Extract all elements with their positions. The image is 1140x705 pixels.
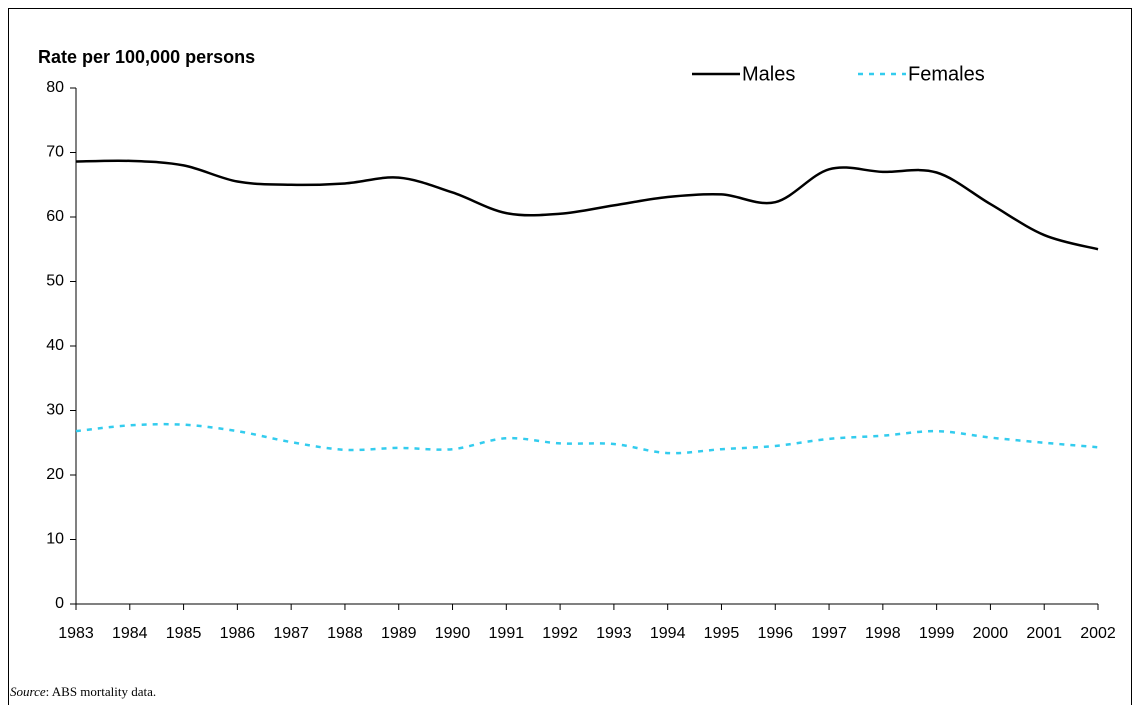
x-tick-label: 2002 [1080, 625, 1116, 642]
x-tick-label: 1990 [435, 625, 471, 642]
series-line [75, 159, 1099, 251]
source-note: Source: ABS mortality data. [10, 684, 156, 699]
legend-label: Females [908, 63, 985, 85]
source-text: : ABS mortality data. [46, 684, 157, 699]
y-tick-label: 70 [46, 144, 64, 161]
x-tick-label: 1993 [596, 625, 632, 642]
legend-label: Males [742, 63, 795, 85]
y-axis-label: Rate per 100,000 persons [38, 47, 255, 67]
source-label: Source [10, 684, 46, 699]
y-tick-label: 30 [46, 402, 64, 419]
y-tick-label: 0 [55, 595, 64, 612]
x-tick-label: 1998 [865, 625, 901, 642]
y-tick-label: 80 [46, 79, 64, 96]
x-tick-label: 1999 [919, 625, 955, 642]
x-tick-label: 1991 [489, 625, 525, 642]
x-tick-label: 1988 [327, 625, 363, 642]
x-tick-label: 1987 [273, 625, 309, 642]
x-tick-label: 1986 [220, 625, 256, 642]
y-tick-label: 10 [46, 531, 64, 548]
x-tick-label: 1995 [704, 625, 740, 642]
x-tick-label: 1992 [542, 625, 578, 642]
x-tick-label: 1989 [381, 625, 417, 642]
x-tick-label: 1984 [112, 625, 148, 642]
frame [8, 8, 1132, 705]
x-tick-label: 1994 [650, 625, 686, 642]
y-tick-label: 20 [46, 466, 64, 483]
x-tick-label: 1997 [811, 625, 847, 642]
y-tick-label: 40 [46, 337, 64, 354]
x-tick-label: 1996 [757, 625, 793, 642]
x-tick-label: 2001 [1026, 625, 1062, 642]
x-tick-label: 2000 [973, 625, 1009, 642]
y-tick-label: 50 [46, 273, 64, 290]
x-tick-label: 1985 [166, 625, 202, 642]
series-line [75, 422, 1099, 455]
y-tick-label: 60 [46, 208, 64, 225]
x-tick-label: 1983 [58, 625, 94, 642]
